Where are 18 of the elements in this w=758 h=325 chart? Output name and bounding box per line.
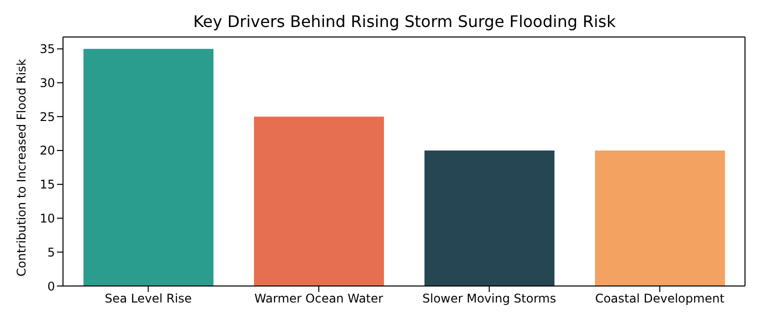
y-axis-title: Contribution to Increased Flood Risk	[14, 58, 28, 276]
bar	[424, 150, 554, 286]
chart-title: Key Drivers Behind Rising Storm Surge Flooding Risk	[192, 12, 617, 31]
y-tick-label: 30	[40, 76, 55, 90]
y-tick-label: 20	[40, 144, 55, 158]
x-tick-label: Sea Level Rise	[104, 292, 192, 306]
y-tick-label: 0	[47, 279, 55, 294]
y-tick-label: 35	[40, 42, 55, 56]
y-tick-label: 15	[40, 178, 55, 192]
bar	[254, 116, 384, 286]
y-tick-label: 5	[47, 245, 55, 260]
y-tick-label: 25	[40, 110, 55, 124]
y-tick-label: 10	[40, 212, 55, 226]
x-tick-label: Coastal Development	[595, 292, 725, 306]
bar	[594, 150, 725, 286]
bar	[83, 48, 214, 286]
x-tick-label: Slower Moving Storms	[422, 292, 556, 306]
x-tick-label: Warmer Ocean Water	[254, 292, 384, 306]
